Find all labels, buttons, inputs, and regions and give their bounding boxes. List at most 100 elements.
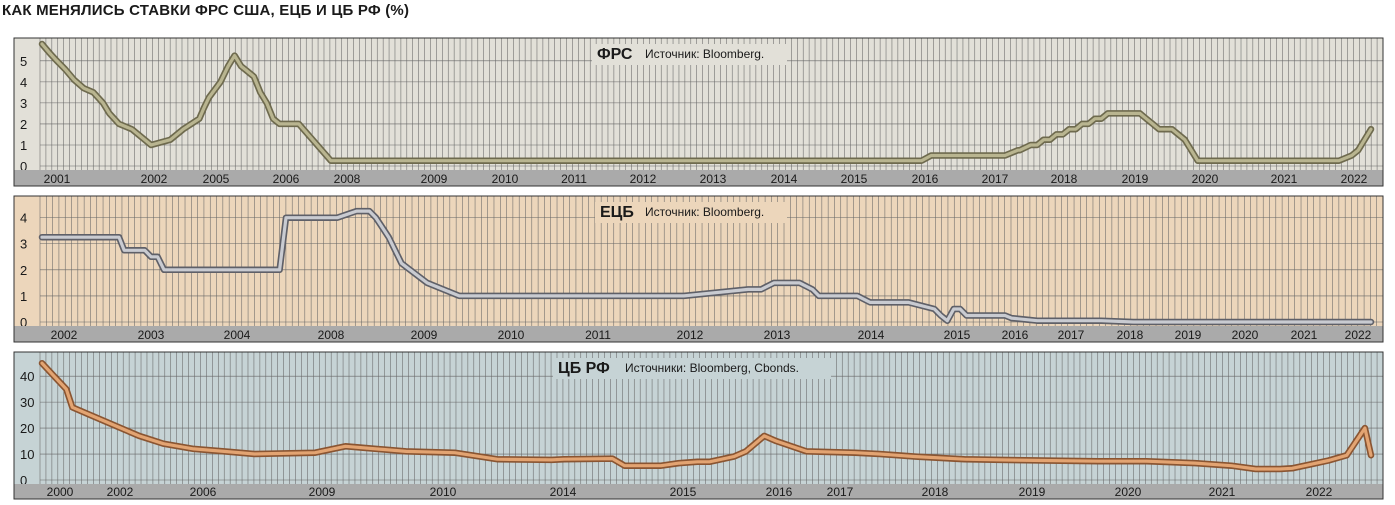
ecb-chart-x-axis: 2002 2003 2004 2008 2009 2010 2011 2012 2013 2014… — [51, 328, 1372, 342]
x-tick-label: 2017 — [1058, 328, 1085, 342]
x-tick-label: 2017 — [982, 172, 1009, 186]
y-tick-label: 40 — [20, 369, 34, 384]
x-tick-label: 2021 — [1271, 172, 1298, 186]
y-tick-label: 3 — [20, 237, 27, 252]
x-tick-label: 2002 — [141, 172, 168, 186]
cbr-chart-label-background — [553, 358, 831, 379]
x-tick-label: 2015 — [670, 485, 697, 499]
x-tick-label: 2009 — [309, 485, 336, 499]
ecb-chart-source: Источник: Bloomberg. — [645, 205, 764, 219]
x-tick-label: 2005 — [203, 172, 230, 186]
y-tick-label: 0 — [20, 159, 27, 174]
x-tick-label: 2021 — [1209, 485, 1236, 499]
ecb-chart-y-axis: 0 1 2 3 4 — [20, 211, 27, 330]
x-tick-label: 2012 — [630, 172, 657, 186]
x-tick-label: 2011 — [585, 328, 611, 342]
fed-chart-label-background — [592, 44, 787, 65]
x-tick-label: 2015 — [944, 328, 971, 342]
y-tick-label: 1 — [20, 289, 27, 304]
x-tick-label: 2014 — [858, 328, 885, 342]
fed-chart-frame — [13, 37, 1384, 187]
page-title: КАК МЕНЯЛИСЬ СТАВКИ ФРС США, ЕЦБ И ЦБ РФ… — [2, 2, 410, 19]
x-tick-label: 2004 — [224, 328, 251, 342]
fed-chart-x-axis-bar — [14, 170, 1383, 186]
x-tick-label: 2019 — [1175, 328, 1202, 342]
x-tick-label: 2011 — [561, 172, 587, 186]
x-tick-label: 2017 — [827, 485, 854, 499]
cbr-chart-y-axis: 0 10 20 30 40 — [20, 369, 34, 488]
cbr-chart-frame — [13, 351, 1384, 500]
x-tick-label: 2019 — [1122, 172, 1149, 186]
x-tick-label: 2010 — [498, 328, 525, 342]
fed-chart-title: ФРС — [597, 46, 633, 63]
y-tick-label: 10 — [20, 447, 34, 462]
x-tick-label: 2018 — [1051, 172, 1078, 186]
ecb-chart-frame — [13, 195, 1384, 343]
x-tick-label: 2022 — [1341, 172, 1368, 186]
x-tick-label: 2006 — [190, 485, 217, 499]
x-tick-label: 2009 — [411, 328, 438, 342]
x-tick-label: 2012 — [677, 328, 704, 342]
x-tick-label: 2018 — [922, 485, 949, 499]
x-tick-label: 2008 — [318, 328, 345, 342]
y-tick-label: 2 — [20, 117, 27, 132]
series-line — [40, 209, 1373, 324]
cbr-chart-series — [38, 359, 1375, 473]
x-tick-label: 2008 — [334, 172, 361, 186]
x-tick-label: 2001 — [44, 172, 71, 186]
fed-chart-x-axis: 2001 2002 2005 2006 2008 2009 2010 2011 2012 2013… — [44, 172, 1368, 186]
x-tick-label: 2022 — [1306, 485, 1333, 499]
x-tick-label: 2009 — [421, 172, 448, 186]
fed-chart-y-axis: 0 1 2 3 4 5 — [20, 54, 27, 174]
series-line — [40, 42, 1373, 163]
fed-chart-source: Источник: Bloomberg. — [645, 47, 764, 61]
x-tick-label: 2006 — [273, 172, 300, 186]
cbr-chart-source: Источники: Bloomberg, Cbonds. — [625, 361, 799, 375]
x-tick-label: 2019 — [1019, 485, 1046, 499]
y-tick-label: 2 — [20, 263, 27, 278]
x-tick-label: 2018 — [1117, 328, 1144, 342]
x-tick-label: 2020 — [1115, 485, 1142, 499]
x-tick-label: 2002 — [107, 485, 134, 499]
ecb-chart-series — [38, 207, 1375, 326]
ecb-chart-title: ЕЦБ — [600, 204, 634, 221]
y-tick-label: 0 — [20, 473, 27, 488]
x-tick-label: 2010 — [430, 485, 457, 499]
cbr-chart-x-axis-bar — [14, 484, 1383, 499]
y-tick-label: 0 — [20, 315, 27, 330]
x-tick-label: 2016 — [766, 485, 793, 499]
x-tick-label: 2020 — [1192, 172, 1219, 186]
x-tick-label: 2016 — [912, 172, 939, 186]
x-tick-label: 2000 — [47, 485, 74, 499]
y-tick-label: 4 — [20, 211, 27, 226]
y-tick-label: 1 — [20, 138, 27, 153]
ecb-chart-label-background — [595, 202, 787, 223]
y-tick-label: 20 — [20, 421, 34, 436]
y-tick-label: 5 — [20, 54, 27, 69]
x-tick-label: 2020 — [1232, 328, 1259, 342]
y-tick-label: 30 — [20, 395, 34, 410]
x-tick-label: 2003 — [138, 328, 165, 342]
series-line — [40, 361, 1373, 471]
x-tick-label: 2015 — [841, 172, 868, 186]
x-tick-label: 2014 — [771, 172, 798, 186]
x-tick-label: 2022 — [1345, 328, 1372, 342]
x-tick-label: 2021 — [1291, 328, 1318, 342]
x-tick-label: 2002 — [51, 328, 78, 342]
ecb-chart-x-axis-bar — [14, 326, 1383, 342]
x-tick-label: 2013 — [700, 172, 727, 186]
y-tick-label: 3 — [20, 96, 27, 111]
cbr-chart-x-axis: 2000 2002 2006 2009 2010 2014 2015 2016 2017 2018… — [47, 485, 1333, 499]
x-tick-label: 2013 — [764, 328, 791, 342]
y-tick-label: 4 — [20, 75, 27, 90]
x-tick-label: 2016 — [1002, 328, 1029, 342]
x-tick-label: 2014 — [550, 485, 577, 499]
x-tick-label: 2010 — [492, 172, 519, 186]
fed-chart-series — [38, 40, 1375, 164]
cbr-chart-title: ЦБ РФ — [558, 360, 610, 377]
fed-chart-grid — [39, 38, 1384, 170]
